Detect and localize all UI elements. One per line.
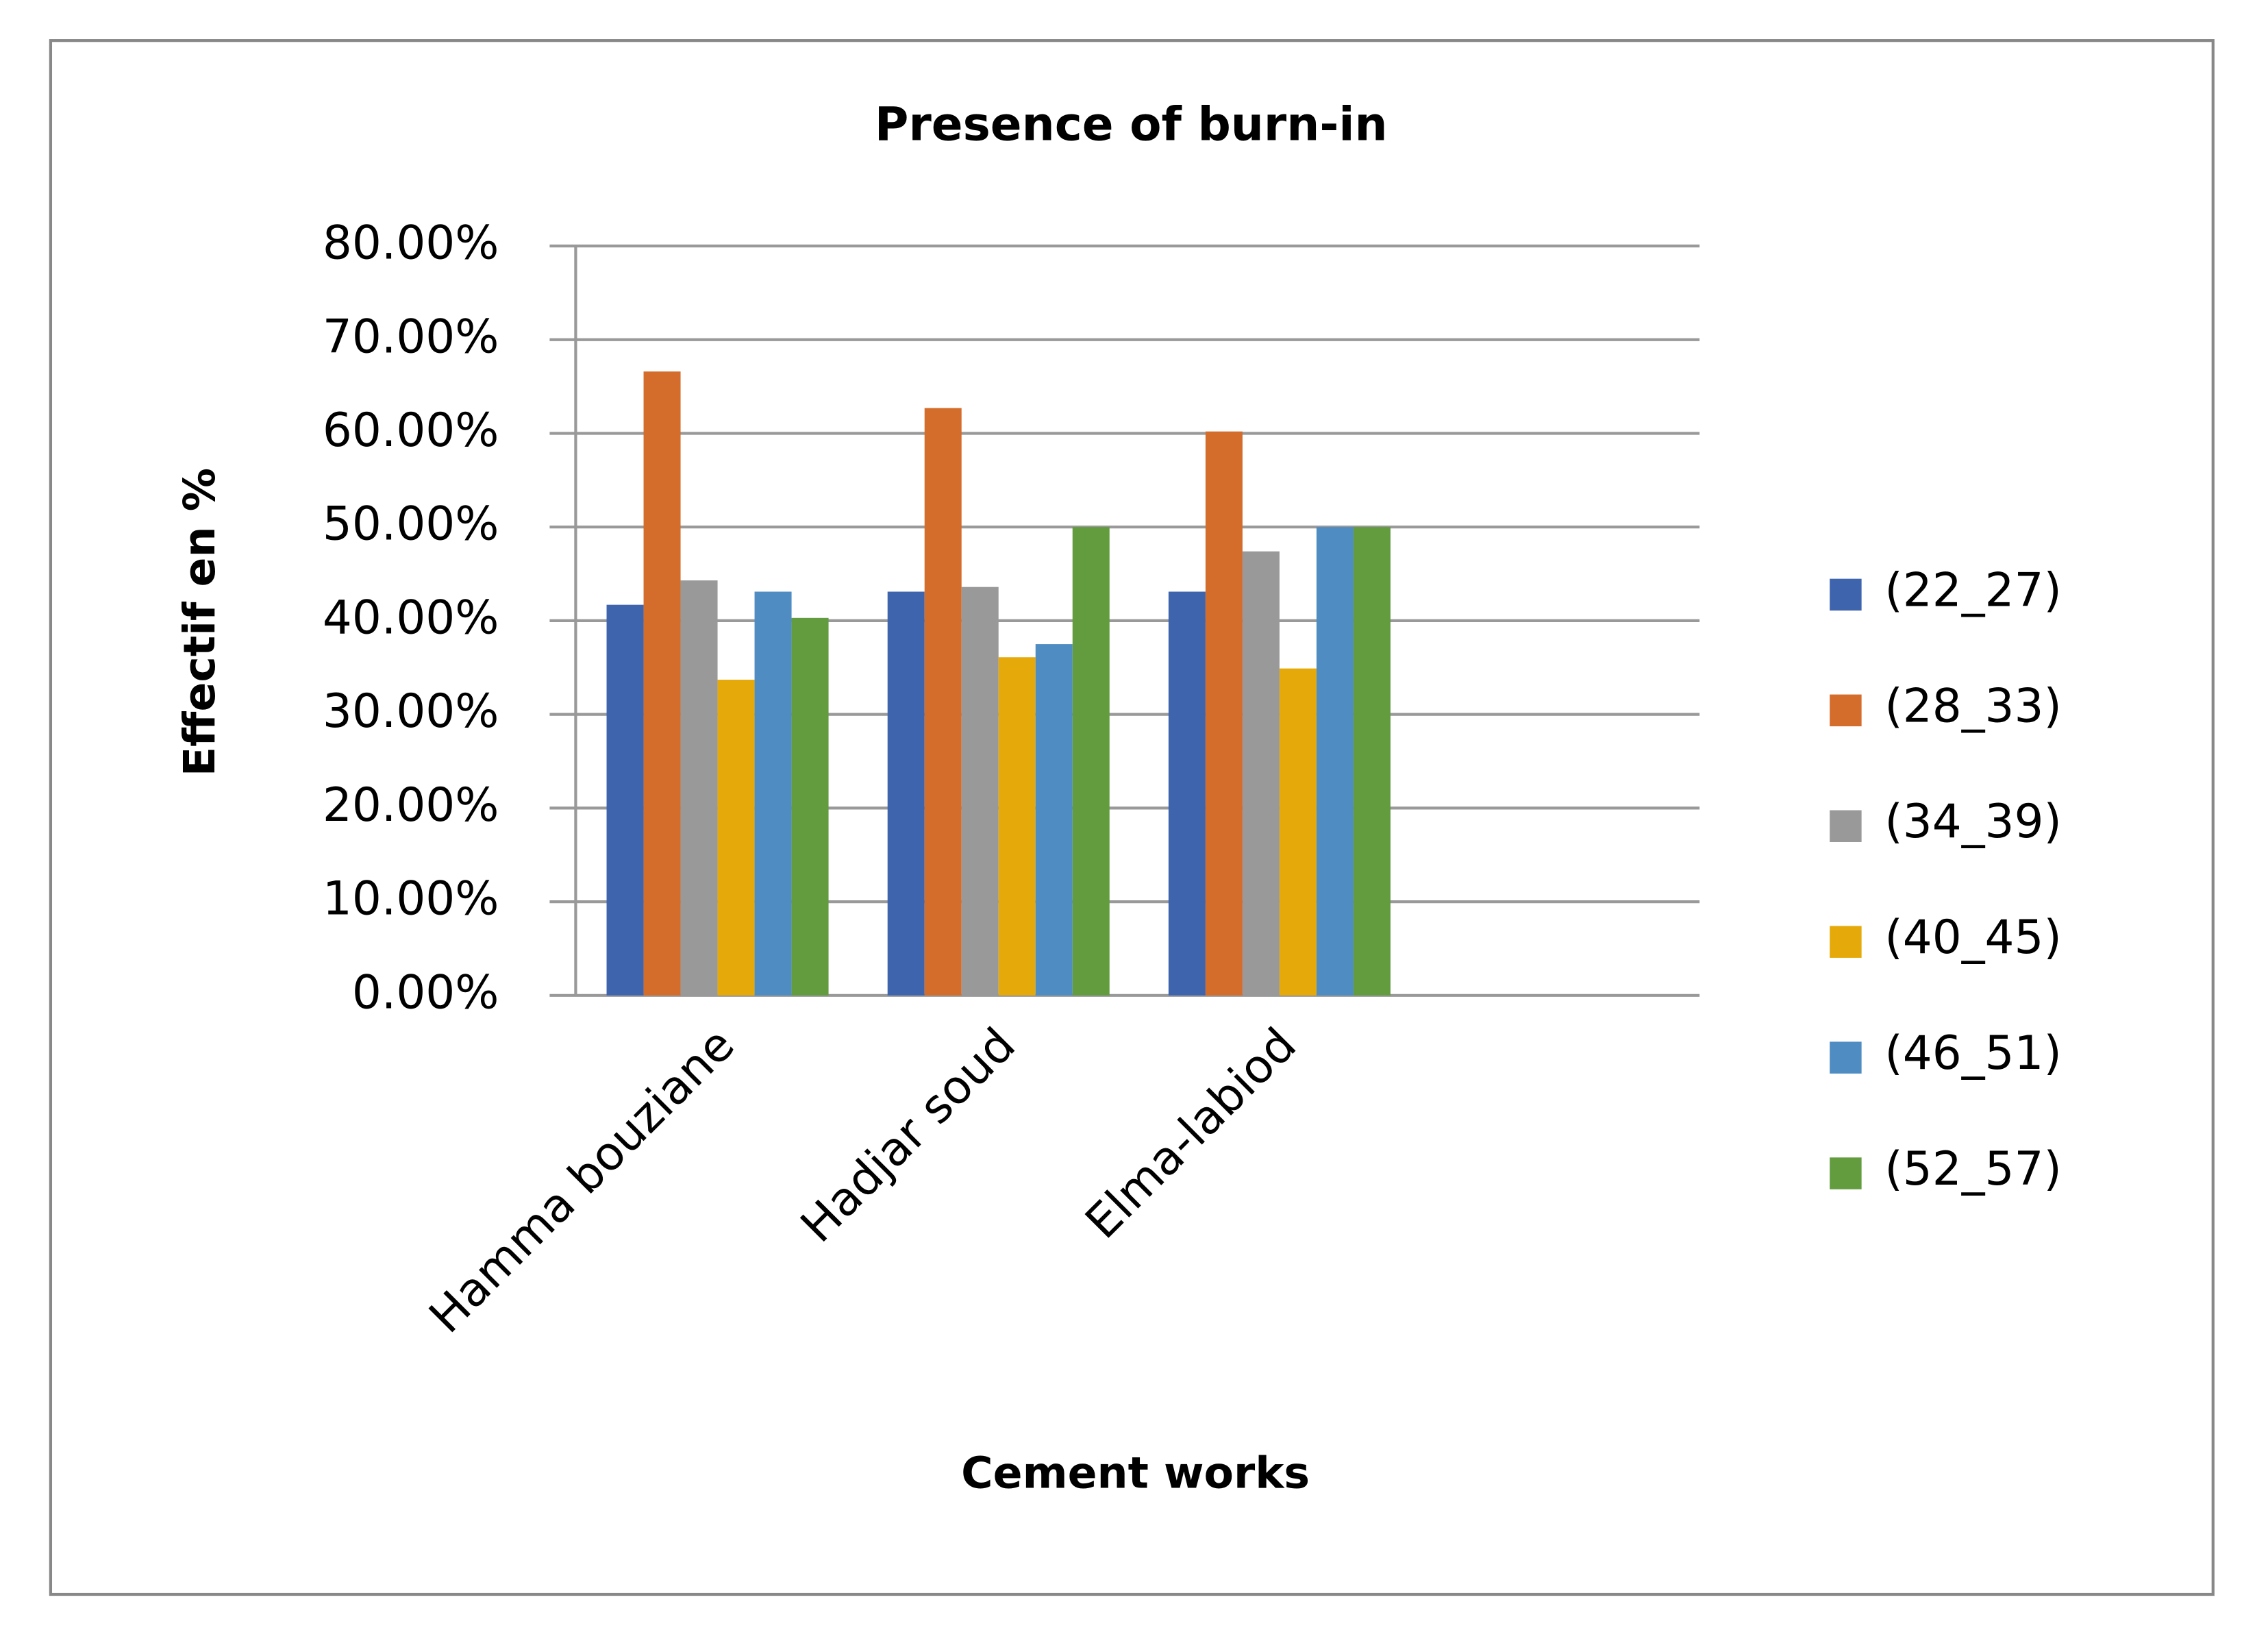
legend-label: (28_33) (1884, 678, 2061, 732)
bar (1316, 527, 1354, 996)
y-tick-label: 20.00% (323, 778, 499, 832)
y-tick-label: 80.00% (323, 216, 499, 270)
y-tick-label: 70.00% (323, 309, 499, 363)
bar (717, 680, 755, 996)
bar (1353, 527, 1391, 996)
legend-swatch (1830, 1157, 1862, 1189)
legend-label: (46_51) (1884, 1026, 2061, 1080)
legend-swatch (1830, 694, 1862, 727)
y-tick-label: 10.00% (323, 872, 499, 926)
legend-swatch (1830, 926, 1862, 958)
bar (1279, 668, 1317, 996)
legend-label: (22_27) (1884, 563, 2061, 617)
bar (791, 617, 829, 996)
y-tick-label: 50.00% (323, 497, 499, 551)
y-tick-label: 0.00% (352, 965, 499, 1019)
bar (961, 586, 999, 996)
bar (680, 580, 718, 996)
legend-label: (52_57) (1884, 1141, 2061, 1196)
legend-swatch (1830, 578, 1862, 611)
bar (1072, 527, 1110, 996)
y-axis-title: Effectif en % (174, 468, 225, 776)
bar (1205, 431, 1243, 996)
bar (1168, 591, 1206, 996)
bar (924, 408, 962, 996)
legend-label: (40_45) (1884, 910, 2061, 964)
legend-swatch (1830, 1041, 1862, 1074)
bar (606, 604, 644, 996)
y-tick-label: 30.00% (323, 684, 499, 738)
bar (754, 591, 792, 996)
chart-title: Presence of burn-in (875, 97, 1388, 151)
y-tick-label: 60.00% (323, 403, 499, 457)
bar (643, 371, 681, 996)
bar (887, 591, 925, 996)
legend-swatch (1830, 810, 1862, 842)
x-axis-title: Cement works (961, 1447, 1310, 1498)
bar (1242, 551, 1280, 996)
y-tick-label: 40.00% (323, 590, 499, 644)
bar (1035, 644, 1073, 996)
bar (998, 657, 1036, 996)
legend-label: (34_39) (1884, 794, 2061, 848)
